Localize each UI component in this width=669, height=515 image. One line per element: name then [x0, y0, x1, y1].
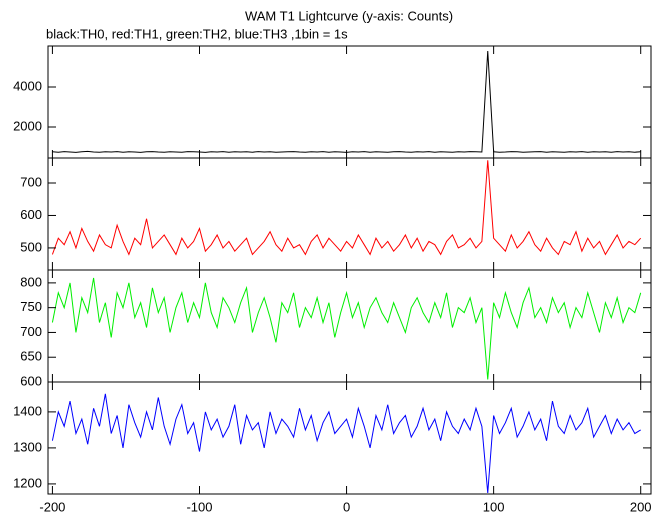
- panel-frame: [47, 45, 652, 159]
- y-tick-label: 500: [20, 239, 42, 254]
- series-line: [51, 277, 642, 380]
- y-tick-label: 4000: [13, 78, 42, 93]
- x-tick-label: -100: [186, 499, 212, 514]
- y-tick-label: 650: [20, 349, 42, 364]
- x-tick-label: -200: [39, 499, 65, 514]
- y-tick-label: 1400: [13, 403, 42, 418]
- y-tick-label: 700: [20, 324, 42, 339]
- y-tick-label: 800: [20, 274, 42, 289]
- y-tick-label: 1200: [13, 475, 42, 490]
- x-tick-label: 100: [483, 499, 505, 514]
- chart-subtitle: black:TH0, red:TH1, green:TH2, blue:TH3 …: [46, 26, 348, 41]
- series-line: [51, 393, 641, 493]
- panel-frame: [47, 381, 652, 495]
- y-tick-label: 700: [20, 174, 42, 189]
- y-tick-label: 600: [20, 207, 42, 222]
- y-tick-label: 2000: [13, 118, 42, 133]
- y-tick-label: 1300: [13, 439, 42, 454]
- series-line: [52, 50, 641, 153]
- y-tick-label: 600: [20, 373, 42, 388]
- panel-frame: [47, 157, 652, 271]
- x-tick-label: 200: [630, 499, 652, 514]
- chart-title: WAM T1 Lightcurve (y-axis: Counts): [245, 8, 453, 23]
- x-tick-label: 0: [343, 499, 350, 514]
- series-line: [51, 160, 642, 256]
- panel-frame: [47, 269, 652, 383]
- y-tick-label: 750: [20, 299, 42, 314]
